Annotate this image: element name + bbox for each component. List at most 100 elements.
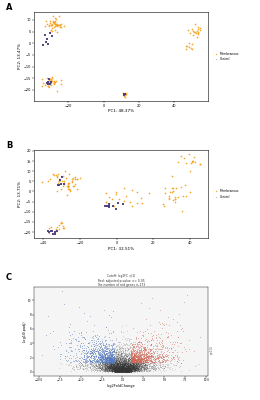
Point: [98, 359, 102, 365]
Point: [131, 357, 135, 364]
Point: [113, 358, 117, 365]
Point: [52, 20, 56, 26]
Point: [123, 368, 127, 374]
Point: [131, 362, 135, 368]
Point: [121, 364, 125, 371]
Point: [113, 364, 117, 371]
Point: [131, 365, 135, 372]
Point: [129, 366, 133, 372]
Point: [118, 365, 122, 371]
Point: [118, 352, 122, 359]
Point: [133, 356, 137, 362]
Point: [99, 362, 103, 368]
Point: [131, 365, 135, 372]
Point: [124, 368, 128, 375]
Point: [111, 352, 115, 358]
Point: [114, 368, 118, 374]
Point: [120, 367, 124, 373]
Point: [127, 361, 131, 368]
Point: [138, 348, 142, 355]
Point: [119, 367, 123, 374]
Point: [128, 198, 132, 205]
Point: [122, 366, 126, 372]
Point: [129, 364, 134, 370]
Point: [92, 364, 96, 370]
Point: [125, 363, 129, 369]
Point: [125, 368, 129, 375]
Point: [115, 368, 120, 375]
Point: [73, 175, 77, 182]
Point: [120, 365, 124, 371]
Point: [90, 346, 95, 352]
Point: [119, 362, 124, 369]
Point: [122, 361, 127, 368]
Point: [111, 358, 115, 365]
Point: [103, 363, 107, 369]
Point: [125, 367, 129, 373]
Point: [118, 366, 122, 373]
Point: [119, 341, 123, 347]
Point: [131, 366, 135, 373]
Point: [109, 366, 113, 373]
Point: [118, 368, 122, 374]
Point: [113, 366, 117, 372]
Point: [122, 364, 126, 371]
Point: [138, 352, 142, 359]
Point: [119, 368, 123, 375]
Point: [106, 363, 110, 369]
Point: [119, 349, 123, 355]
Point: [141, 360, 145, 366]
Point: [115, 356, 119, 363]
Point: [132, 361, 136, 367]
Point: [104, 362, 108, 368]
Point: [112, 361, 116, 368]
Point: [113, 368, 117, 375]
Point: [108, 360, 112, 366]
Point: [191, 32, 195, 38]
Point: [133, 365, 138, 371]
Point: [109, 349, 114, 356]
Point: [106, 356, 110, 363]
Point: [115, 360, 119, 367]
Point: [127, 358, 131, 364]
Point: [143, 358, 147, 365]
Point: [124, 364, 128, 370]
Point: [123, 365, 127, 372]
Point: [128, 350, 133, 356]
Point: [115, 366, 119, 372]
Point: [104, 345, 108, 351]
Point: [118, 365, 122, 372]
Point: [103, 352, 107, 358]
Point: [103, 361, 107, 367]
Point: [115, 364, 120, 371]
Point: [119, 364, 124, 370]
Point: [129, 365, 133, 371]
Point: [126, 366, 130, 372]
Point: [118, 355, 122, 362]
Point: [118, 356, 122, 362]
Point: [124, 356, 128, 362]
Point: [119, 363, 124, 370]
Point: [138, 361, 142, 367]
Point: [80, 362, 84, 368]
Point: [126, 364, 131, 370]
Point: [123, 368, 127, 374]
Point: [122, 368, 126, 374]
Point: [136, 366, 141, 372]
Point: [135, 362, 139, 368]
Point: [121, 369, 125, 375]
Point: [91, 362, 95, 368]
Point: [77, 358, 81, 364]
Point: [105, 343, 109, 350]
Point: [120, 364, 125, 370]
Point: [127, 362, 131, 369]
Point: [134, 352, 139, 358]
Point: [124, 368, 128, 374]
Point: [138, 359, 142, 365]
Point: [89, 360, 93, 366]
Point: [112, 368, 116, 374]
Point: [132, 360, 136, 367]
Point: [111, 364, 115, 370]
Point: [109, 365, 113, 372]
Point: [121, 368, 125, 374]
